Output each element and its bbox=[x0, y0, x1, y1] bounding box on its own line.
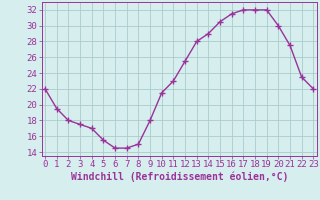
X-axis label: Windchill (Refroidissement éolien,°C): Windchill (Refroidissement éolien,°C) bbox=[70, 172, 288, 182]
